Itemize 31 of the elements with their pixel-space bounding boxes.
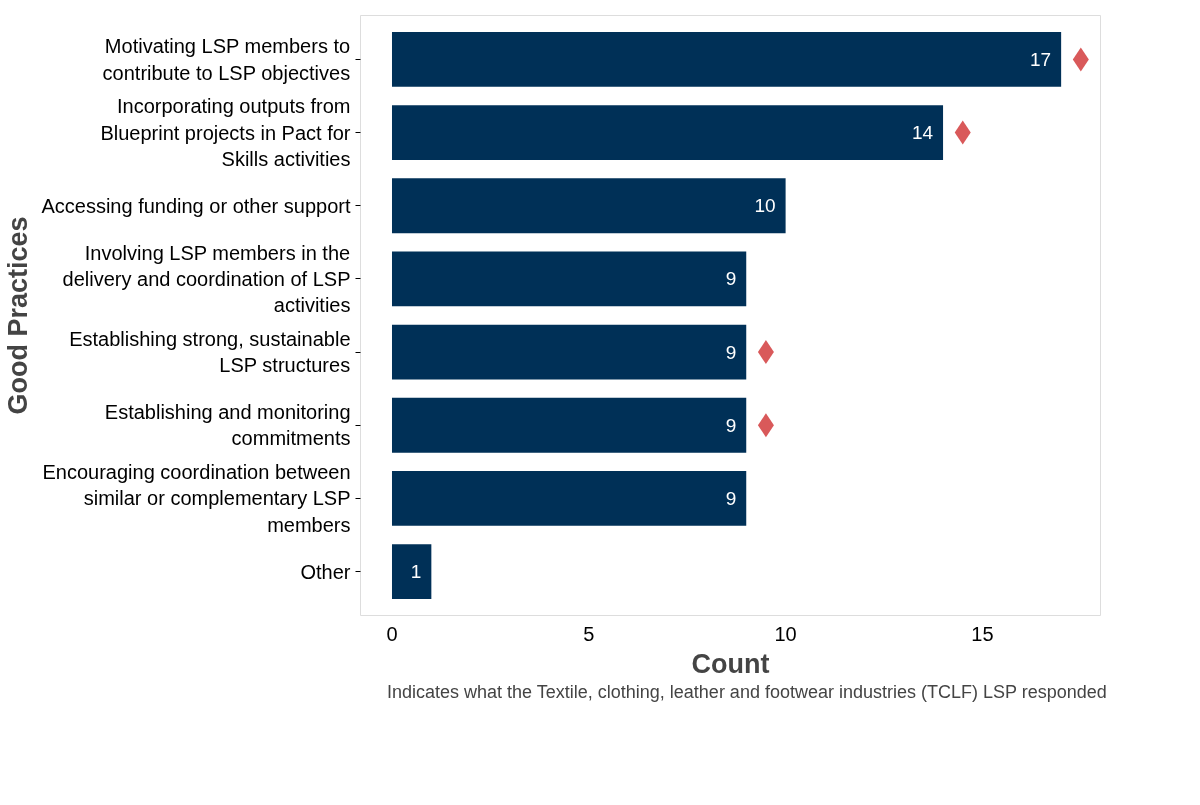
bar — [391, 251, 747, 307]
bar — [391, 105, 944, 161]
bar — [391, 470, 747, 526]
bar — [391, 397, 747, 453]
bar — [391, 178, 786, 234]
x-tick-label: 10 — [774, 622, 797, 645]
text: Indicates what the Textile, clothing, leather and footwear industries (TCLF) LSP responded — [387, 681, 1107, 703]
y-tick-label: Establishing strong, sustainable LSP structures — [69, 327, 351, 377]
data-label: 10 — [754, 195, 776, 217]
bar — [391, 324, 747, 380]
y-tick-label: Incorporating outputs from Blueprint projects in Pact for Skills activities — [100, 95, 351, 170]
x-tick-label: 5 — [583, 622, 595, 645]
data-label: 9 — [725, 268, 737, 290]
data-label: 14 — [911, 122, 934, 144]
y-tick-label: Encouraging coordination between similar or complementary LSP members — [42, 461, 351, 536]
y-tick-label: Involving LSP members in the delivery and coordination of LSP activities — [62, 241, 351, 317]
y-tick-label: Motivating LSP members to contribute to LSP objectives — [102, 35, 351, 84]
x-tick-label: 15 — [971, 622, 994, 645]
y-tick-label: Establishing and monitoring commitments — [104, 401, 351, 450]
bar — [391, 544, 432, 600]
data-label: 9 — [725, 341, 737, 363]
y-tick-label: Accessing funding or other support — [41, 194, 351, 217]
x-tick-label: 0 — [386, 622, 398, 645]
bar — [391, 31, 1062, 87]
data-label: 17 — [1030, 48, 1052, 70]
y-axis-title: Good Practices — [3, 216, 34, 415]
y-tick-label: Other — [300, 560, 351, 583]
data-label: 9 — [725, 414, 737, 436]
data-label: 9 — [725, 487, 737, 509]
x-axis-title: Count — [691, 648, 770, 679]
data-label: 1 — [410, 561, 422, 583]
